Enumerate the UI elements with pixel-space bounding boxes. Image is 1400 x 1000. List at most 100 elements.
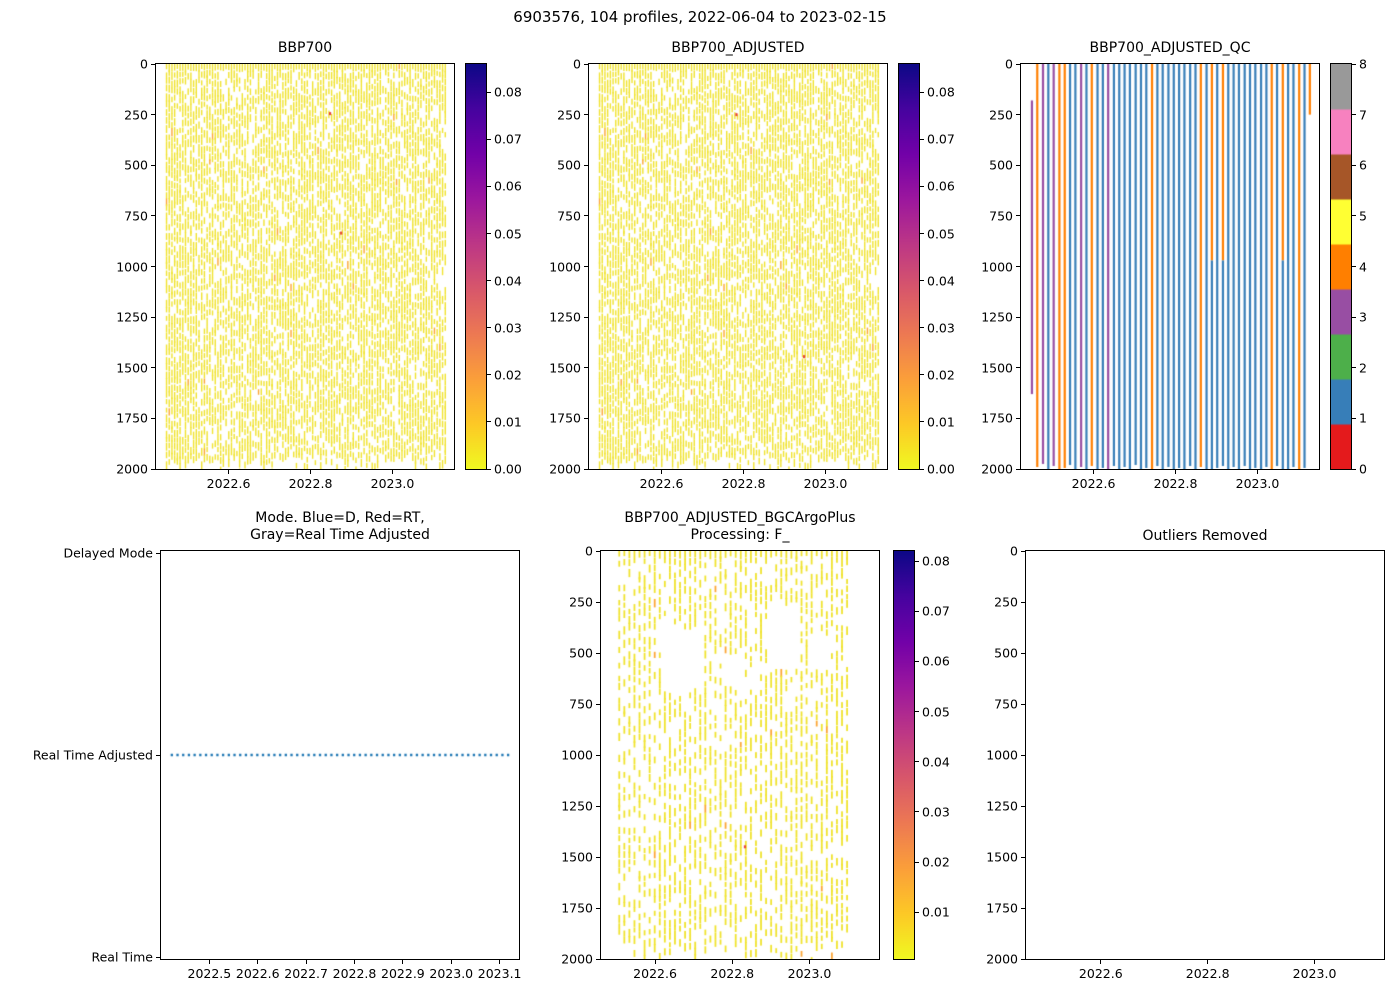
y-tick-label: 0: [1010, 543, 1018, 559]
y-tick-mark: [584, 316, 588, 318]
cb-tick-mark: [1352, 417, 1356, 419]
y-tick-label: 500: [569, 645, 593, 661]
y-tick-label: 1000: [561, 747, 593, 763]
cb-tick-label: 0.04: [494, 273, 522, 289]
cb-tick-label: 0.04: [922, 754, 950, 770]
cb-tick-mark: [920, 185, 924, 187]
cb-tick-mark: [1352, 114, 1356, 116]
y-tick-mark: [1016, 215, 1020, 217]
y-tick-mark: [1021, 958, 1025, 960]
x-tick-label: 2022.6: [235, 966, 280, 981]
y-tick-label: 0: [585, 543, 593, 559]
cb-tick-label: 1: [1359, 410, 1367, 426]
figure-title: 6903576, 104 profiles, 2022-06-04 to 202…: [513, 8, 887, 26]
y-tick-mark: [151, 63, 155, 65]
cb-tick-label: 0.01: [922, 904, 950, 920]
y-tick-label: 250: [124, 107, 148, 123]
y-tick-label: 500: [994, 645, 1018, 661]
cb-tick-label: 3: [1359, 309, 1367, 325]
x-tick-mark: [354, 960, 355, 964]
y-tick-mark: [596, 958, 600, 960]
plot-area-bbp700: [155, 63, 455, 470]
y-tick-mark: [584, 468, 588, 470]
cb-tick-label: 0.02: [927, 367, 955, 383]
y-tick-mark: [1021, 601, 1025, 603]
cb-tick-mark: [487, 138, 491, 140]
subplot-title-bbp700-adjusted: BBP700_ADJUSTED: [671, 40, 805, 56]
cb-tick-mark: [920, 233, 924, 235]
y-tick-mark: [151, 114, 155, 116]
x-tick-mark: [825, 470, 826, 474]
plot-area-bbp700-adjusted: [588, 63, 888, 470]
x-tick-label: 2022.5: [187, 966, 232, 981]
cb-tick-mark: [920, 280, 924, 282]
y-tick-mark: [151, 417, 155, 419]
y-tick-label: 750: [569, 696, 593, 712]
y-tick-mark: [1016, 164, 1020, 166]
subplot-title-qc: BBP700_ADJUSTED_QC: [1089, 40, 1251, 56]
y-tick-mark: [1021, 754, 1025, 756]
cb-tick-mark: [1352, 367, 1356, 369]
x-tick-label: 2023.0: [1292, 966, 1337, 981]
y-tick-mark: [1016, 63, 1020, 65]
y-tick-mark: [596, 652, 600, 654]
x-tick-label: 2023.1: [477, 966, 522, 981]
cb-tick-label: 0.04: [927, 273, 955, 289]
y-tick-label: 1750: [116, 410, 148, 426]
cb-tick-label: 0.08: [494, 84, 522, 100]
y-tick-label: 1500: [981, 360, 1013, 376]
y-tick-mark: [1016, 417, 1020, 419]
y-tick-mark: [584, 215, 588, 217]
y-tick-mark: [596, 703, 600, 705]
y-tick-label: 500: [124, 157, 148, 173]
y-tick-label: 2000: [116, 461, 148, 477]
colorbar-bbp700-canvas: [466, 64, 486, 469]
cb-tick-label: 7: [1359, 107, 1367, 123]
x-tick-label: 2022.8: [710, 966, 755, 981]
x-tick-mark: [809, 960, 810, 964]
cb-tick-label: 0: [1359, 461, 1367, 477]
cb-tick-label: 0.07: [494, 131, 522, 147]
x-tick-label: 2022.6: [639, 476, 684, 491]
x-tick-label: 2022.6: [633, 966, 677, 981]
y-tick-mark: [584, 266, 588, 267]
y-tick-label: 1000: [116, 259, 148, 274]
y-tick-label: 1000: [981, 259, 1013, 274]
y-tick-mark: [151, 316, 155, 318]
y-tick-mark: [584, 367, 588, 369]
colorbar-qc-canvas: [1331, 64, 1351, 469]
plot-area-mode: [160, 550, 520, 960]
y-tick-mark: [1016, 367, 1020, 369]
x-tick-mark: [731, 960, 733, 964]
y-tick-mark: [1021, 856, 1025, 858]
cb-tick-mark: [487, 280, 491, 282]
cb-tick-mark: [915, 861, 919, 863]
y-tick-label: 2000: [561, 951, 593, 967]
cb-tick-mark: [487, 91, 491, 93]
y-tick-mark: [1021, 703, 1025, 705]
cb-tick-label: 0.05: [494, 226, 522, 242]
y-tick-label: 1250: [561, 798, 593, 814]
mode-line-canvas: [161, 551, 519, 959]
y-tick-mark: [156, 754, 160, 756]
y-tick-label: 1250: [981, 309, 1013, 325]
qc-heatmap-canvas: [1021, 64, 1319, 469]
cb-tick-label: 0.06: [922, 653, 950, 669]
x-tick-mark: [450, 960, 452, 964]
x-tick-mark: [1100, 960, 1102, 964]
x-tick-mark: [402, 960, 404, 964]
y-tick-label: 250: [989, 107, 1013, 123]
x-tick-label: 2022.8: [1153, 476, 1198, 491]
y-tick-mark: [156, 956, 160, 958]
x-tick-label: 2022.6: [206, 476, 251, 491]
x-tick-label: 2023.0: [803, 476, 848, 491]
y-tick-mark: [596, 754, 600, 756]
subplot-title-bbp700: BBP700: [277, 40, 333, 56]
cb-tick-mark: [1352, 215, 1356, 217]
cb-tick-label: 0.00: [927, 461, 955, 477]
cb-tick-mark: [920, 138, 924, 140]
x-tick-label: 2022.8: [288, 476, 333, 491]
cb-tick-label: 0.02: [494, 367, 522, 383]
y-tick-label: 750: [557, 208, 581, 224]
